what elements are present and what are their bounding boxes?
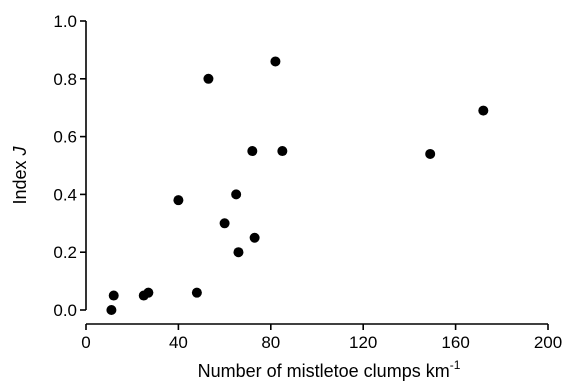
data-point xyxy=(233,247,244,258)
x-tick-label: 120 xyxy=(349,333,377,352)
data-point xyxy=(143,287,154,298)
data-points xyxy=(106,56,489,315)
data-point xyxy=(173,195,184,206)
y-axis-title-italic: J xyxy=(10,145,30,156)
data-point xyxy=(191,287,202,298)
y-axis-title: Index J xyxy=(10,145,30,204)
x-axis: 0 40 80 120 160 200 xyxy=(81,323,562,352)
y-tick-label: 0.8 xyxy=(53,70,77,89)
x-axis-title: Number of mistletoe clumps km-1 xyxy=(198,358,461,381)
x-axis-title-main: Number of mistletoe clumps km xyxy=(198,361,450,381)
y-tick-label: 0.4 xyxy=(53,185,77,204)
data-point xyxy=(249,232,260,243)
x-tick-label: 160 xyxy=(441,333,469,352)
data-point xyxy=(108,290,119,301)
data-point xyxy=(106,305,117,315)
data-point xyxy=(247,146,258,157)
data-point xyxy=(270,56,281,67)
y-tick-label: 1.0 xyxy=(53,12,77,31)
x-ticks: 0 40 80 120 160 200 xyxy=(81,324,562,352)
data-point xyxy=(203,73,214,84)
data-point xyxy=(478,105,489,116)
x-tick-label: 0 xyxy=(81,333,90,352)
y-axis: 0.0 0.2 0.4 0.6 0.8 1.0 xyxy=(53,12,87,320)
y-ticks: 0.0 0.2 0.4 0.6 0.8 1.0 xyxy=(53,12,86,320)
y-tick-label: 0.0 xyxy=(53,301,77,320)
y-tick-label: 0.2 xyxy=(53,243,77,262)
data-point xyxy=(231,189,242,200)
x-axis-title-superscript: -1 xyxy=(450,358,461,372)
x-tick-label: 40 xyxy=(169,333,188,352)
data-point xyxy=(277,146,288,157)
x-tick-label: 200 xyxy=(534,333,562,352)
y-axis-title-main: Index xyxy=(10,155,30,204)
y-tick-label: 0.6 xyxy=(53,128,77,147)
x-tick-label: 80 xyxy=(261,333,280,352)
data-point xyxy=(425,148,436,159)
data-point xyxy=(219,218,230,229)
